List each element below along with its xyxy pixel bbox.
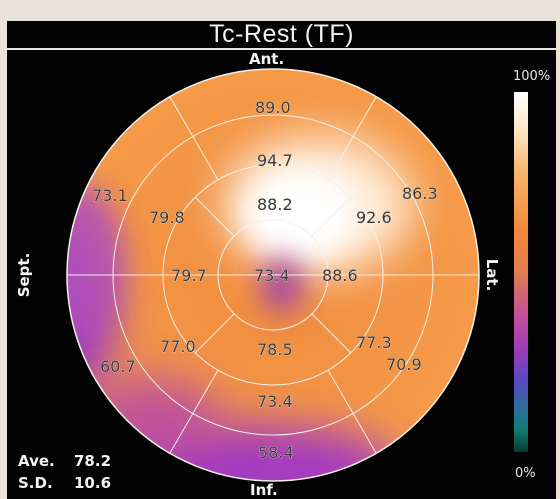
color-scale-bar [514, 92, 528, 452]
panel-title: Tc-Rest (TF) [209, 20, 354, 48]
scale-max-label: 100% [513, 69, 551, 84]
segment-value: 89.0 [255, 98, 291, 117]
segment-value: 73.1 [92, 186, 128, 205]
segment-values: 89.0 94.7 73.1 79.8 88.2 92.6 86.3 79.7 … [92, 98, 438, 463]
segment-value: 58.4 [258, 443, 294, 462]
sd-value: 10.6 [74, 474, 112, 492]
septal-label: Sept. [15, 252, 33, 298]
title-bar: Tc-Rest (TF) [7, 21, 556, 50]
perfusion-color-map [67, 69, 479, 481]
segment-value: 79.8 [149, 208, 185, 227]
lateral-label: Lat. [483, 258, 501, 292]
segment-value: 88.2 [257, 195, 293, 214]
segment-value: 88.6 [322, 266, 358, 285]
segment-value: 92.6 [356, 208, 392, 227]
average-label: Ave. [18, 452, 55, 470]
segment-value: 77.3 [356, 333, 392, 352]
anterior-label: Ant. [249, 50, 285, 68]
sd-label: S.D. [18, 474, 53, 492]
segment-value: 60.7 [100, 357, 136, 376]
segment-grid [66, 68, 480, 482]
segment-value: 77.0 [160, 337, 196, 356]
segment-value: 70.9 [386, 355, 422, 374]
segment-value: 79.7 [171, 266, 207, 285]
segment-value: 73.4 [254, 266, 290, 285]
average-value: 78.2 [74, 452, 112, 470]
scale-min-label: 0% [515, 466, 536, 481]
segment-value: 73.4 [257, 392, 293, 411]
inferior-label: Inf. [250, 481, 278, 499]
segment-value: 78.5 [257, 340, 293, 359]
segment-value: 86.3 [402, 184, 438, 203]
segment-value: 94.7 [257, 151, 293, 170]
